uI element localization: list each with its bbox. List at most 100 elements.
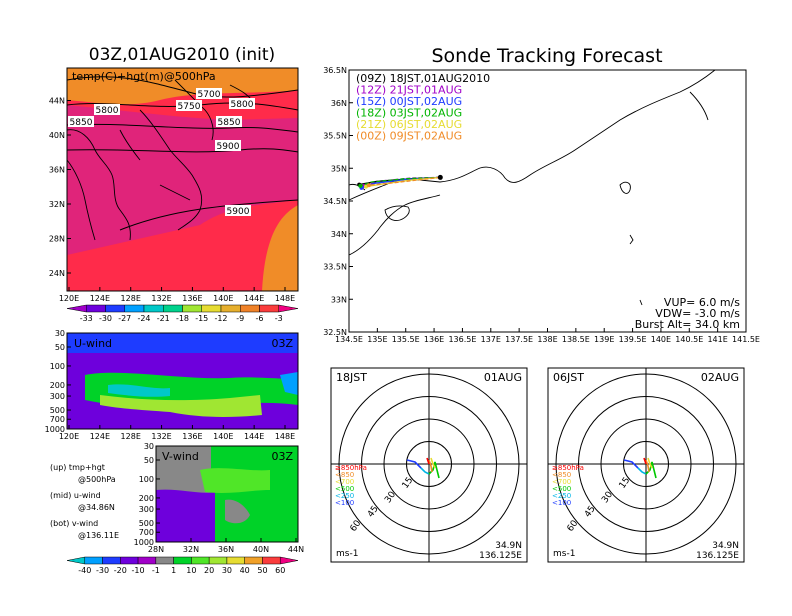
y-tick-label: 300 bbox=[139, 505, 154, 514]
colorbar-label: 40 bbox=[240, 566, 250, 575]
x-tick-label: 136E bbox=[424, 335, 444, 344]
legend-line: (up) tmp+hgt bbox=[50, 463, 105, 472]
colorbar-label: 1 bbox=[171, 566, 176, 575]
v-wind-purple bbox=[156, 489, 215, 542]
y-tick-label: 32.5N bbox=[323, 328, 347, 337]
contour-label: 5850 bbox=[70, 118, 93, 128]
param-vdw: VDW= -3.0 m/s bbox=[655, 307, 740, 320]
x-tick-label: 124E bbox=[90, 294, 110, 303]
x-tick-label: 144E bbox=[244, 294, 264, 303]
y-tick-label: 30 bbox=[55, 329, 65, 338]
orange-southeast bbox=[262, 205, 298, 291]
colorbar-label: -6 bbox=[256, 314, 264, 323]
y-tick-label: 50 bbox=[144, 456, 154, 465]
level-legend: <850 bbox=[552, 471, 571, 479]
y-tick-label: 40N bbox=[49, 131, 65, 140]
param-burst: Burst Alt= 34.0 km bbox=[635, 318, 740, 331]
u-wind-time: 03Z bbox=[271, 337, 293, 350]
x-tick-label: 138.5E bbox=[562, 335, 590, 344]
y-tick-label: 700 bbox=[50, 415, 65, 424]
y-tick-label: 100 bbox=[139, 475, 154, 484]
colorbar-swatch bbox=[182, 304, 202, 313]
x-tick-label: 144E bbox=[244, 432, 264, 441]
colorbar-swatch bbox=[86, 304, 106, 313]
sonde-legend-entry: (21Z) 06JST,02AUG bbox=[356, 118, 462, 131]
colorbar-label: 10 bbox=[186, 566, 196, 575]
sonde-title: Sonde Tracking Forecast bbox=[431, 45, 662, 67]
colorbar-label: -9 bbox=[236, 314, 244, 323]
colorbar-label: -21 bbox=[157, 314, 170, 323]
level-legend: ≥850hPa bbox=[552, 464, 584, 472]
v-wind-frame bbox=[155, 445, 299, 543]
left-map-frame bbox=[66, 67, 299, 292]
u-wind-cyan bbox=[108, 384, 170, 397]
colorbar-label: -15 bbox=[195, 314, 208, 323]
x-tick-label: 137.5E bbox=[505, 335, 533, 344]
v-wind-time: 03Z bbox=[271, 450, 293, 463]
u-wind-label: U-wind bbox=[74, 337, 112, 350]
v-wind-lightgreen bbox=[200, 468, 270, 493]
y-tick-label: 200 bbox=[50, 381, 65, 390]
sonde-legend-entry: (15Z) 00JST,02AUG bbox=[356, 95, 462, 108]
level-legend: <500 bbox=[552, 485, 571, 493]
hodograph-trace bbox=[645, 459, 650, 473]
u-wind-lightgreen bbox=[100, 395, 262, 417]
legend-line: @136.11E bbox=[78, 531, 119, 540]
y-tick-label: 34N bbox=[331, 230, 347, 239]
x-tick-label: 141E bbox=[707, 335, 727, 344]
legend-line: @500hPa bbox=[78, 475, 116, 484]
hodograph-trace bbox=[623, 459, 639, 469]
contour-labels: 5700 5750 5800 5800 5850 5850 5900 5900 bbox=[68, 88, 255, 217]
orange-north bbox=[67, 68, 298, 105]
x-tick-label: 136E bbox=[182, 432, 202, 441]
x-tick-label: 132E bbox=[151, 432, 171, 441]
x-tick-label: 141.5E bbox=[732, 335, 760, 344]
hodograph-unit: ms-1 bbox=[553, 549, 575, 559]
hodograph-trace bbox=[643, 457, 647, 465]
launch-point bbox=[437, 174, 443, 180]
hodograph-lat: 34.9N bbox=[712, 541, 739, 551]
colorbar-swatch bbox=[66, 556, 86, 565]
colorbar-swatch bbox=[240, 304, 260, 313]
colorbar-label: -27 bbox=[118, 314, 131, 323]
v-wind-gray-patch bbox=[225, 499, 250, 524]
u-wind-frame bbox=[66, 332, 299, 430]
colorbar-label: -18 bbox=[176, 314, 189, 323]
sonde-track bbox=[360, 176, 441, 187]
contour-label: 5850 bbox=[218, 118, 241, 128]
colorbar-swatch bbox=[279, 556, 299, 565]
x-tick-label: 138E bbox=[537, 335, 557, 344]
hodograph-trace bbox=[428, 459, 433, 473]
x-tick-label: 28N bbox=[148, 545, 164, 554]
left-map-subtitle: temp(C)+hgt(m)@500hPa bbox=[72, 70, 216, 83]
y-tick-label: 35.5N bbox=[323, 132, 347, 141]
landing-point bbox=[358, 183, 363, 188]
y-tick-label: 1000 bbox=[45, 425, 65, 434]
y-tick-label: 300 bbox=[50, 392, 65, 401]
y-tick-label: 500 bbox=[50, 406, 65, 415]
colorbar-swatch bbox=[163, 304, 183, 313]
x-tick-label: 135.5E bbox=[392, 335, 420, 344]
y-tick-label: 24N bbox=[49, 269, 65, 278]
temp-height-map: 03Z,01AUG2010 (init) 5700 5750 bbox=[49, 45, 299, 323]
hodograph-trace bbox=[406, 459, 422, 469]
y-tick-label: 50 bbox=[55, 343, 65, 352]
x-tick-label: 136E bbox=[182, 294, 202, 303]
x-tick-label: 40N bbox=[253, 545, 269, 554]
colorbar-label: 30 bbox=[222, 566, 232, 575]
colorbar-label: 20 bbox=[204, 566, 214, 575]
x-tick-label: 128E bbox=[121, 432, 141, 441]
contour-label: 5800 bbox=[231, 100, 254, 110]
x-tick-label: 148E bbox=[275, 294, 295, 303]
contour-label: 5900 bbox=[217, 142, 240, 152]
sonde-panel: Sonde Tracking Forecast (09Z) 18JST,01AU… bbox=[323, 45, 760, 344]
colorbar-swatch bbox=[226, 556, 245, 565]
level-legend: <100 bbox=[335, 499, 354, 507]
y-tick-label: 700 bbox=[139, 528, 154, 537]
x-tick-label: 140E bbox=[213, 432, 233, 441]
landing-point bbox=[366, 183, 371, 188]
colorbar-swatch bbox=[155, 556, 174, 565]
colorbar-label: -3 bbox=[275, 314, 283, 323]
sonde-legend-entry: (12Z) 21JST,01AUG bbox=[356, 84, 462, 97]
